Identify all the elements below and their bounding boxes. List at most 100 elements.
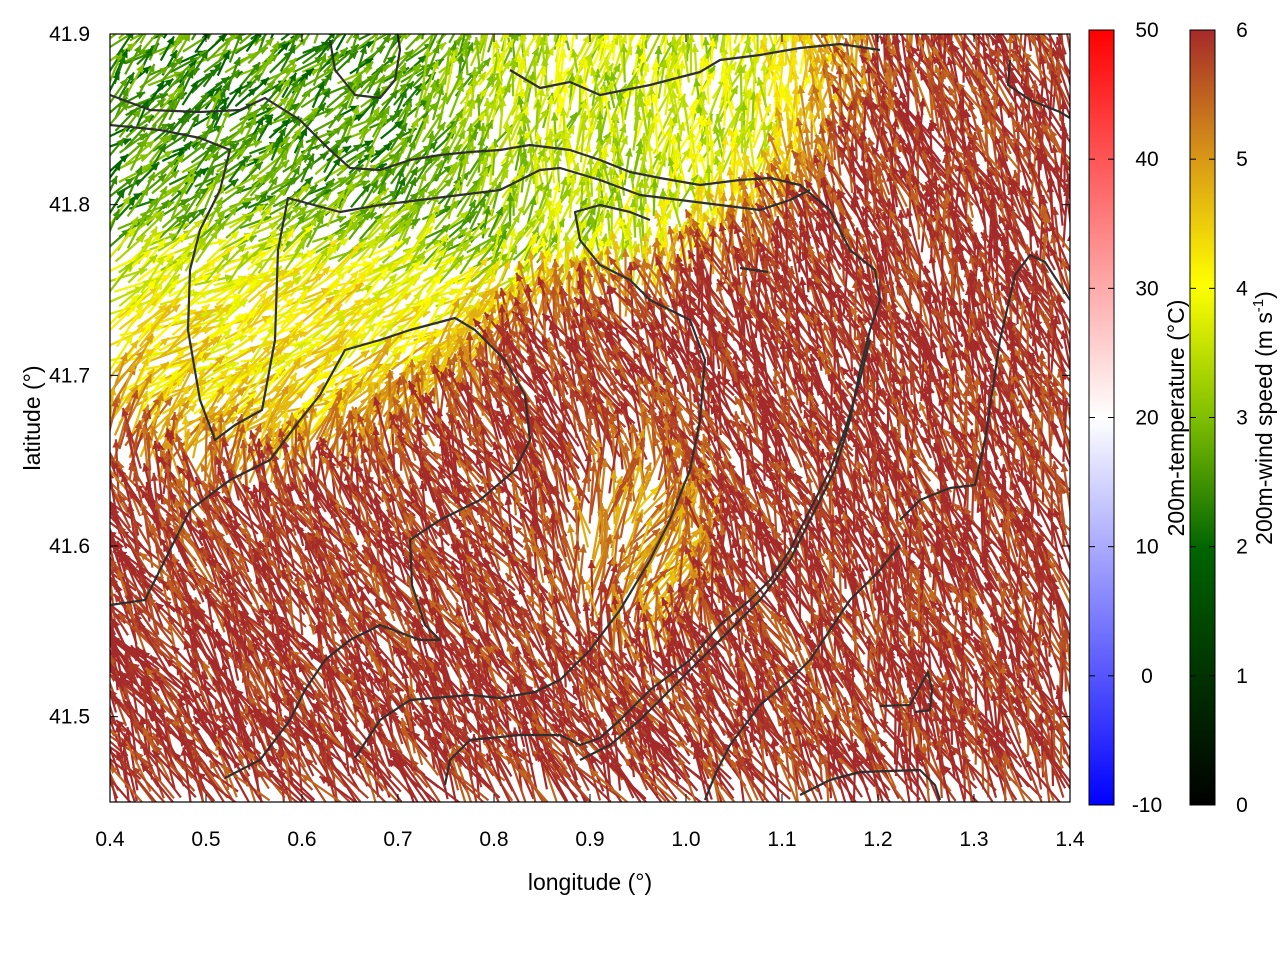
wind-arrow: [448, 34, 456, 44]
wind-arrow-head: [635, 45, 643, 54]
wind-arrow: [1026, 0, 1032, 30]
wind-arrow-head: [543, 0, 550, 2]
wind-arrow-head: [469, 2, 477, 11]
wind-arrow-head: [807, 19, 815, 27]
wind-arrow-head: [375, 64, 384, 74]
wind-arrow-head: [404, 8, 411, 17]
wind-arrow-head: [147, 34, 148, 35]
wind-arrow-head: [477, 71, 486, 81]
wind-arrow-head: [770, 72, 779, 81]
wind-arrow-head: [796, 17, 803, 26]
wind-arrow-head: [260, 77, 269, 87]
wind-arrow-head: [747, 9, 755, 18]
wind-arrow: [196, 5, 212, 29]
wind-arrow-head: [843, 52, 852, 61]
wind-arrow-head: [421, 24, 429, 33]
wind-arrow: [151, 2, 175, 27]
wind-arrow-head: [917, 36, 925, 46]
wind-arrow-head: [1013, 16, 1021, 25]
wind-arrow-head: [1012, 52, 1020, 62]
wind-arrow-head: [112, 71, 120, 81]
wind-arrow-head: [164, 78, 174, 88]
wind-arrow-head: [779, 35, 787, 45]
wind-arrow-head: [699, 1, 707, 10]
wind-arrow-head: [503, 84, 511, 94]
wind-arrow-head: [613, 0, 621, 3]
wind-arrow-head: [647, 1, 654, 10]
wind-arrow-head: [458, 13, 465, 22]
wind-arrow: [752, 34, 757, 50]
wind-arrow-head: [625, 46, 633, 56]
wind-arrow-head: [718, 5, 726, 14]
wind-arrow: [175, 9, 201, 31]
wind-arrow-head: [790, 56, 799, 66]
wind-arrow-head: [470, 67, 479, 76]
wind-arrow-head: [279, 97, 289, 106]
wind-arrow-head: [288, 72, 297, 82]
wind-arrow-head: [251, 2, 259, 11]
wind-arrow-head: [312, 45, 322, 54]
wind-arrow: [930, 34, 934, 50]
wind-arrow-head: [448, 53, 457, 62]
wind-arrow-head: [782, 23, 790, 32]
wind-arrow: [997, 34, 1011, 62]
wind-arrow-head: [821, 45, 829, 55]
wind-arrow-head: [932, 55, 941, 65]
wind-arrow-head: [803, 75, 811, 85]
wind-arrow: [515, 0, 531, 30]
wind-arrow: [670, 0, 682, 27]
wind-arrow-head: [749, 16, 757, 25]
wind-arrow-head: [666, 0, 673, 6]
wind-arrow-head: [807, 63, 816, 73]
wind-arrow-head: [741, 0, 749, 5]
wind-arrow: [389, 34, 405, 50]
wind-arrow-head: [524, 0, 531, 4]
wind-arrow: [764, 0, 773, 27]
wind-arrow-head: [1003, 7, 1010, 16]
wind-arrow: [553, 34, 560, 50]
wind-arrow-head: [176, 71, 185, 81]
wind-arrow-head: [800, 34, 809, 41]
wind-arrow-head: [961, 41, 970, 51]
wind-arrow-head: [377, 16, 384, 25]
wind-arrow: [1075, 262, 1079, 324]
wind-arrow-head: [398, 62, 407, 72]
wind-arrow: [205, 4, 233, 29]
wind-arrow-head: [111, 6, 118, 15]
wind-arrow-head: [759, 40, 768, 50]
wind-arrow-head: [707, 71, 716, 80]
wind-arrow-head: [266, 81, 275, 90]
wind-arrow-head: [280, 42, 290, 51]
wind-arrow-head: [275, 13, 282, 22]
wind-arrow-head: [852, 34, 861, 41]
wind-arrow-head: [662, 20, 670, 29]
wind-arrow-head: [319, 53, 327, 63]
wind-arrow-head: [389, 23, 397, 32]
wind-arrow-head: [756, 77, 765, 87]
wind-arrow: [118, 14, 144, 30]
wind-arrow-head: [725, 18, 733, 26]
wind-arrow-head: [538, 37, 547, 46]
wind-arrow-head: [687, 1, 694, 10]
wind-arrow: [1071, 0, 1074, 52]
wind-arrow-head: [480, 0, 488, 6]
wind-arrow-head: [511, 34, 519, 42]
wind-arrow-head: [593, 34, 599, 37]
wind-arrow: [618, 270, 622, 330]
wind-arrow: [663, 34, 668, 55]
wind-arrow: [351, 0, 365, 28]
wind-arrow: [565, 0, 569, 32]
wind-arrow: [827, 34, 842, 63]
wind-arrow-head: [805, 45, 813, 55]
wind-arrow: [857, 0, 897, 28]
wind-arrow-head: [466, 42, 474, 52]
wind-arrow-head: [562, 4, 570, 12]
wind-arrow-head: [687, 34, 695, 43]
wind-arrow: [1040, 34, 1052, 43]
wind-arrow-head: [605, 63, 614, 73]
wind-arrow-head: [903, 5, 910, 14]
wind-arrow-head: [192, 9, 201, 17]
wind-arrow-head: [133, 44, 142, 54]
wind-arrow: [334, 3, 345, 30]
wind-arrow-head: [337, 24, 345, 33]
